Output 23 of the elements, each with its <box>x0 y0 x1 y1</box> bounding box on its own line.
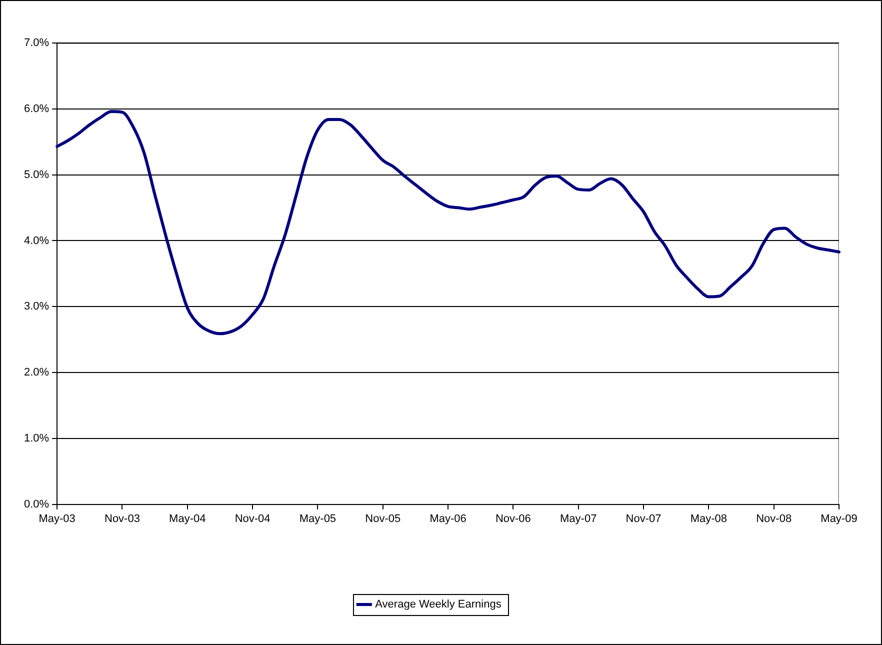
x-tick-label: May-03 <box>38 513 76 526</box>
x-tick-label: May-06 <box>430 513 466 526</box>
x-tick-label: Nov-08 <box>756 513 792 526</box>
x-tick-label: Nov-06 <box>495 513 531 526</box>
legend-label: Average Weekly Earnings <box>375 598 502 611</box>
x-tick-label: May-07 <box>560 513 597 526</box>
x-tick-label: May-08 <box>690 513 728 526</box>
y-tick-label: 0.0% <box>24 498 50 510</box>
y-tick-label: 3.0% <box>24 300 50 313</box>
line-series <box>56 110 840 336</box>
x-tick-label: Nov-04 <box>234 513 270 526</box>
x-tick-label: May-05 <box>299 513 336 526</box>
y-tick-label: 1.0% <box>24 432 50 445</box>
y-tick-label: 4.0% <box>24 234 50 247</box>
y-tick-label: 2.0% <box>24 366 50 379</box>
y-tick-label: 5.0% <box>24 168 50 181</box>
x-tick-label: May-09 <box>820 513 858 526</box>
x-tick-label: Nov-03 <box>104 513 140 526</box>
x-tick-label: May-04 <box>169 513 206 526</box>
x-tick-label: Nov-05 <box>365 513 401 526</box>
x-tick-label: Nov-07 <box>626 513 662 526</box>
y-tick-label: 7.0% <box>24 37 50 50</box>
y-tick-label: 6.0% <box>24 102 50 115</box>
